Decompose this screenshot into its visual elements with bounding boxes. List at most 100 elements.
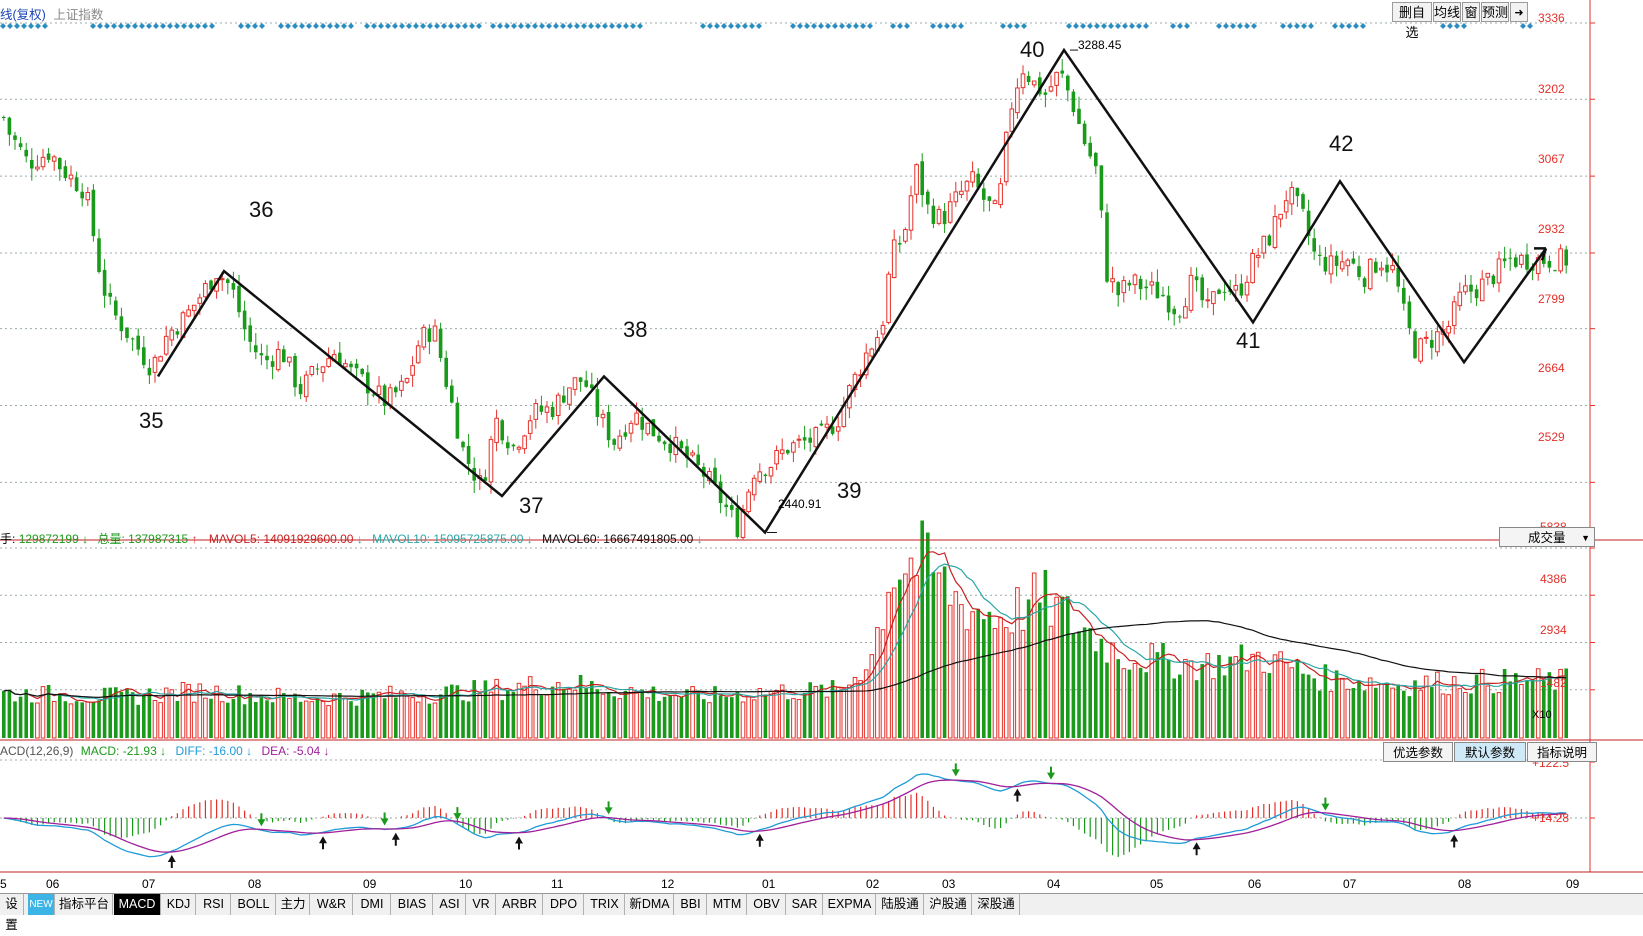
candle-body-up — [1183, 306, 1188, 319]
tab-rsi[interactable]: RSI — [197, 894, 231, 915]
volume-bar-down — [931, 572, 936, 738]
candle-body-down — [718, 481, 723, 504]
signal-diamond — [90, 23, 96, 29]
indicator-help-button[interactable]: 指标说明 — [1527, 742, 1597, 762]
candle-body-down — [366, 372, 370, 394]
signal-diamond — [1066, 23, 1072, 29]
tab-vr[interactable]: VR — [467, 894, 496, 915]
volume-bar-up — [1440, 693, 1446, 739]
mavol60-line — [3, 620, 1567, 698]
candle-body-down — [147, 367, 152, 376]
tab-wr[interactable]: W&R — [311, 894, 353, 915]
volume-bar-up — [303, 700, 309, 739]
tab-asi[interactable]: ASI — [434, 894, 466, 915]
tab-shanghai-connect[interactable]: 沪股通 — [925, 894, 972, 915]
volume-bar-up — [891, 587, 897, 739]
macd-name: ACD(12,26,9) — [0, 744, 74, 758]
signal-diamond — [811, 23, 817, 29]
signal-diamond — [937, 23, 943, 29]
signal-diamond — [245, 23, 251, 29]
tab-kdj[interactable]: KDJ — [162, 894, 196, 915]
volume-bar-up — [527, 676, 533, 739]
tab-mtm[interactable]: MTM — [708, 894, 747, 915]
volume-bar-up — [180, 681, 186, 739]
candle-body-up — [1485, 272, 1491, 278]
candle-body-down — [1318, 254, 1322, 256]
signal-diamond — [846, 23, 852, 29]
macd-value: MACD: -21.93 — [80, 744, 157, 758]
candle-body-up — [387, 387, 393, 406]
indicator-dropdown-value: 成交量 — [1528, 531, 1566, 545]
candle-body-up — [516, 446, 522, 450]
optimal-params-button[interactable]: 优选参数 — [1383, 742, 1453, 762]
candle-body-up — [1149, 281, 1155, 286]
signal-diamond — [1527, 23, 1533, 29]
tab-boll[interactable]: BOLL — [232, 894, 276, 915]
tab-arbr[interactable]: ARBR — [497, 894, 543, 915]
volume-bar-up — [85, 701, 91, 739]
volume-bar-down — [1474, 674, 1479, 738]
forecast-button[interactable]: 预测 — [1481, 2, 1509, 22]
volume-bar-down — [1178, 674, 1182, 738]
down-arrow-icon: ↓ — [82, 532, 89, 546]
sell-arrow-icon — [1321, 797, 1330, 811]
tab-new-dma[interactable]: 新DMA — [626, 894, 674, 915]
candle-body-up — [774, 449, 779, 465]
tab-shenzhen-connect[interactable]: 深股通 — [973, 894, 1020, 915]
default-params-button[interactable]: 默认参数 — [1454, 742, 1526, 762]
volume-bar-down — [898, 579, 902, 738]
tab-new-badge[interactable]: NEW — [28, 894, 55, 915]
tab-macd[interactable]: MACD — [114, 894, 161, 915]
tab-bbi[interactable]: BBI — [675, 894, 707, 915]
tab-trix[interactable]: TRIX — [585, 894, 625, 915]
indicator-dropdown[interactable]: 成交量 ▼ — [1499, 527, 1595, 547]
macd-info-bar: ACD(12,26,9) MACD: -21.93 ↓ DIFF: -16.00… — [0, 744, 330, 758]
tab-northbound[interactable]: 陆股通 — [877, 894, 924, 915]
buy-arrow-icon — [391, 832, 400, 846]
volume-bar-up — [858, 680, 863, 739]
tab-dpo[interactable]: DPO — [544, 894, 584, 915]
window-button[interactable]: 窗 — [1462, 2, 1480, 22]
tab-indicator-platform[interactable]: 指标平台 — [56, 894, 113, 915]
candle-body-down — [1060, 70, 1064, 74]
wave-label-37: 37 — [519, 493, 543, 518]
volume-bars — [2, 520, 1568, 739]
signal-diamond — [897, 23, 903, 29]
candle-body-up — [572, 377, 578, 390]
volume-bar-up — [516, 682, 522, 739]
candle-body-up — [1205, 299, 1211, 302]
candle-body-down — [80, 191, 84, 199]
candle-body-down — [1547, 260, 1552, 268]
remove-watchlist-button[interactable]: 删自选 — [1392, 2, 1432, 40]
candle-body-up — [309, 366, 315, 376]
signal-diamond — [97, 23, 103, 29]
tab-dmi[interactable]: DMI — [354, 894, 391, 915]
volume-bar-up — [1435, 671, 1440, 739]
tab-main-force[interactable]: 主力 — [277, 894, 310, 915]
volume-bar-up — [1255, 651, 1261, 739]
volume-bar-down — [293, 693, 297, 738]
volume-bar-down — [1396, 684, 1400, 738]
tab-obv[interactable]: OBV — [748, 894, 786, 915]
moving-average-button[interactable]: 均线 — [1433, 2, 1461, 22]
tab-settings[interactable]: 设置 — [0, 894, 24, 932]
volume-bar-up — [68, 703, 74, 739]
tab-sar[interactable]: SAR — [787, 894, 823, 915]
volume-bar-up — [1009, 632, 1015, 739]
signal-diamond — [1143, 23, 1149, 29]
signal-diamond — [714, 23, 720, 29]
expand-arrow-icon[interactable]: ➜ — [1510, 2, 1528, 22]
tab-expma[interactable]: EXPMA — [824, 894, 876, 915]
sell-arrow-icon — [380, 812, 389, 826]
down-arrow-icon: ↓ — [160, 744, 167, 758]
candle-body-down — [1295, 187, 1300, 197]
candle-body-down — [427, 328, 432, 342]
tab-bias[interactable]: BIAS — [392, 894, 433, 915]
wave-trend-line — [156, 47, 1548, 535]
signal-diamond — [441, 23, 447, 29]
volume-bar-up — [1048, 625, 1054, 739]
candle-body-up — [410, 365, 415, 376]
candle-body-down — [270, 361, 275, 367]
candle-body-up — [813, 426, 819, 448]
